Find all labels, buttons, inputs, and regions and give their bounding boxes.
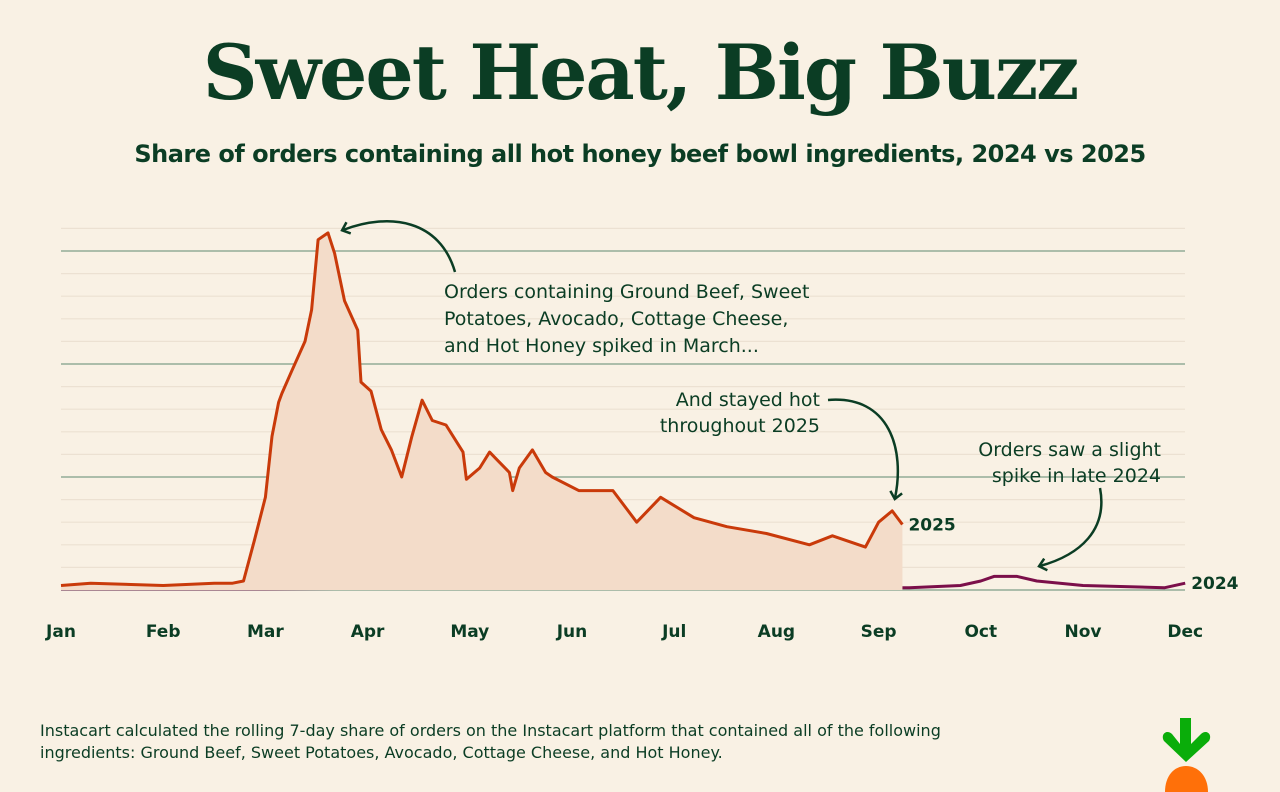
instacart-carrot-logo xyxy=(1162,718,1211,792)
x-tick-label: Nov xyxy=(1065,622,1102,642)
annotation-arrow xyxy=(1037,487,1103,572)
x-tick-label: Jul xyxy=(661,622,686,642)
series-2025-area xyxy=(61,232,903,590)
series-2025-line xyxy=(60,231,904,587)
annotation-text: spike in late 2024 xyxy=(992,465,1161,487)
annotation-text: Orders containing Ground Beef, Sweet xyxy=(444,281,809,303)
series-label-2025: 2025 xyxy=(908,515,955,535)
annotation-text: and Hot Honey spiked in March... xyxy=(444,335,759,357)
x-tick-label: Oct xyxy=(964,622,997,642)
annotation-text: Orders saw a slight xyxy=(978,439,1161,461)
chart-subtitle: Share of orders containing all hot honey… xyxy=(134,140,1146,168)
x-tick-label: Jun xyxy=(556,622,588,642)
annotation-arrow xyxy=(827,398,903,501)
x-tick-label: May xyxy=(450,622,489,642)
x-tick-label: Feb xyxy=(146,622,181,642)
annotation-text: throughout 2025 xyxy=(660,415,820,437)
series-label-2024: 2024 xyxy=(1191,574,1238,594)
x-tick-label: Dec xyxy=(1167,622,1203,642)
x-tick-label: Mar xyxy=(247,622,284,642)
footnote: Instacart calculated the rolling 7-day s… xyxy=(40,721,941,762)
x-tick-label: Jan xyxy=(45,622,76,642)
x-tick-label: Sep xyxy=(861,622,897,642)
x-tick-label: Apr xyxy=(351,622,385,642)
annotation-arrow xyxy=(340,220,457,273)
annotation-text: Potatoes, Avocado, Cottage Cheese, xyxy=(444,308,788,330)
chart-title: Sweet Heat, Big Buzz xyxy=(202,28,1080,117)
gridlines xyxy=(61,227,1185,591)
annotation-text: And stayed hot xyxy=(676,389,820,411)
x-tick-label: Aug xyxy=(758,622,795,642)
